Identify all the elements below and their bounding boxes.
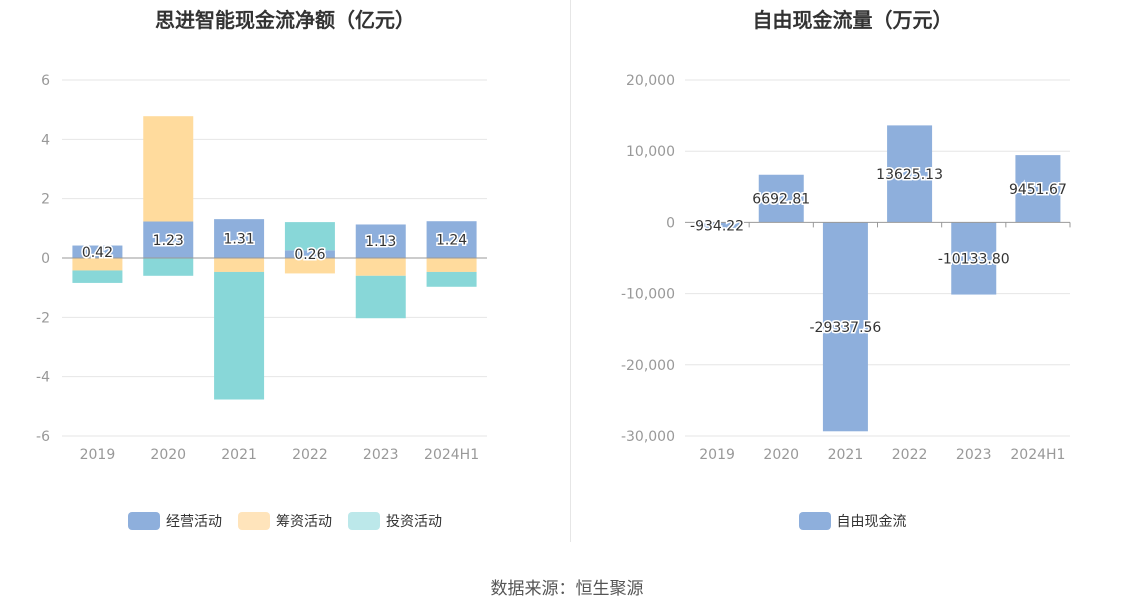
y-tick-label: -10,000 bbox=[621, 287, 675, 303]
data-label: -29337.56 bbox=[809, 320, 881, 336]
x-tick-label: 2024H1 bbox=[424, 447, 479, 463]
bar-0 bbox=[355, 224, 406, 258]
chart-title: 自由现金流量（万元） bbox=[752, 8, 953, 32]
y-tick-label: 2 bbox=[41, 192, 50, 208]
legend-swatch bbox=[238, 512, 270, 530]
data-label: 1.31 bbox=[223, 232, 254, 248]
free-cash-flow-chart: -30,000 -20,000 -10,000 0 10,000 20,000 2019 20… bbox=[621, 73, 1071, 463]
bar-1 bbox=[284, 258, 335, 274]
x-tick-label: 2022 bbox=[292, 447, 328, 463]
data-label: 0.42 bbox=[82, 245, 113, 261]
x-tick-label: 2019 bbox=[699, 447, 735, 463]
data-source-note: 数据来源：恒生聚源 bbox=[490, 579, 644, 599]
y-tick-label: 10,000 bbox=[626, 144, 675, 160]
bar-2 bbox=[426, 271, 477, 287]
bar-0 bbox=[426, 221, 477, 258]
y-tick-label: -20,000 bbox=[621, 358, 675, 374]
data-label: -934.22 bbox=[690, 219, 744, 235]
bar bbox=[758, 174, 804, 223]
bar-0 bbox=[214, 219, 265, 258]
bar-1 bbox=[143, 116, 194, 222]
x-tick-label: 2020 bbox=[150, 447, 186, 463]
bar-2 bbox=[143, 258, 194, 276]
bar-1 bbox=[72, 258, 123, 271]
cash-flow-chart-panel: 思进智能现金流净额（亿元） -6 -4 -2 0 2 4 6 2019 2020 2021 2022… bbox=[0, 0, 570, 545]
legend-swatch bbox=[348, 512, 380, 530]
x-tick-label: 2021 bbox=[828, 447, 864, 463]
bar bbox=[1015, 155, 1061, 223]
bar-2 bbox=[355, 275, 406, 319]
legend-label: 自由现金流 bbox=[836, 514, 907, 530]
bar-1 bbox=[214, 258, 265, 272]
bar bbox=[951, 222, 997, 295]
x-tick-label: 2023 bbox=[956, 447, 992, 463]
bar bbox=[887, 125, 933, 223]
bar-1 bbox=[426, 258, 477, 272]
x-tick-label: 2021 bbox=[221, 447, 257, 463]
data-label: 0.26 bbox=[294, 247, 325, 263]
x-tick-label: 2022 bbox=[892, 447, 928, 463]
y-tick-label: 0 bbox=[41, 251, 50, 267]
data-label: -10133.80 bbox=[938, 251, 1010, 267]
bar bbox=[822, 222, 868, 432]
bar-2 bbox=[284, 222, 335, 251]
cash-flow-chart: -6 -4 -2 0 2 4 6 2019 2020 2021 2022 2023 2024H1 0.42… bbox=[36, 73, 487, 463]
bar-1 bbox=[355, 258, 406, 276]
data-label: 13625.13 bbox=[876, 167, 943, 183]
bar-0 bbox=[143, 221, 194, 258]
free-cash-flow-chart-panel: 自由现金流量（万元） -30,000 -20,000 -10,000 0 10,000 2… bbox=[571, 0, 1134, 545]
data-label: 6692.81 bbox=[752, 192, 810, 208]
y-tick-label: -30,000 bbox=[621, 429, 675, 445]
y-tick-label: 0 bbox=[666, 215, 675, 231]
y-tick-label: -4 bbox=[36, 370, 50, 386]
y-tick-label: 20,000 bbox=[626, 73, 675, 89]
legend-label: 经营活动 bbox=[166, 514, 222, 530]
legend-item-operating[interactable]: 经营活动 bbox=[128, 511, 222, 531]
bar-0 bbox=[72, 245, 123, 258]
panel-divider bbox=[570, 0, 571, 542]
data-label: 1.23 bbox=[153, 233, 184, 249]
x-tick-label: 2019 bbox=[80, 447, 116, 463]
y-tick-label: -6 bbox=[36, 429, 50, 445]
bar bbox=[694, 222, 740, 230]
legend-label: 筹资活动 bbox=[276, 514, 332, 530]
legend-swatch bbox=[798, 512, 831, 530]
legend: 经营活动 筹资活动 投资活动 bbox=[0, 511, 570, 531]
data-label: 1.24 bbox=[436, 233, 467, 249]
data-label: 1.13 bbox=[365, 234, 396, 250]
legend-item-investing[interactable]: 投资活动 bbox=[348, 511, 442, 531]
y-tick-label: -2 bbox=[36, 310, 50, 326]
bar-2 bbox=[72, 270, 123, 283]
x-tick-label: 2023 bbox=[363, 447, 399, 463]
legend-label: 投资活动 bbox=[386, 514, 442, 530]
bar-0 bbox=[284, 250, 335, 258]
x-tick-label: 2020 bbox=[763, 447, 799, 463]
legend-item-financing[interactable]: 筹资活动 bbox=[238, 511, 332, 531]
chart-title: 思进智能现金流净额（亿元） bbox=[155, 8, 415, 32]
legend: 自由现金流 bbox=[571, 511, 1134, 531]
data-label: 9451.67 bbox=[1009, 182, 1067, 198]
y-tick-label: 4 bbox=[41, 132, 50, 148]
legend-swatch bbox=[128, 512, 160, 530]
bar-2 bbox=[214, 271, 265, 400]
x-tick-label: 2024H1 bbox=[1010, 447, 1065, 463]
y-tick-label: 6 bbox=[41, 73, 50, 89]
legend-item-free-cash-flow[interactable]: 自由现金流 bbox=[798, 511, 907, 531]
